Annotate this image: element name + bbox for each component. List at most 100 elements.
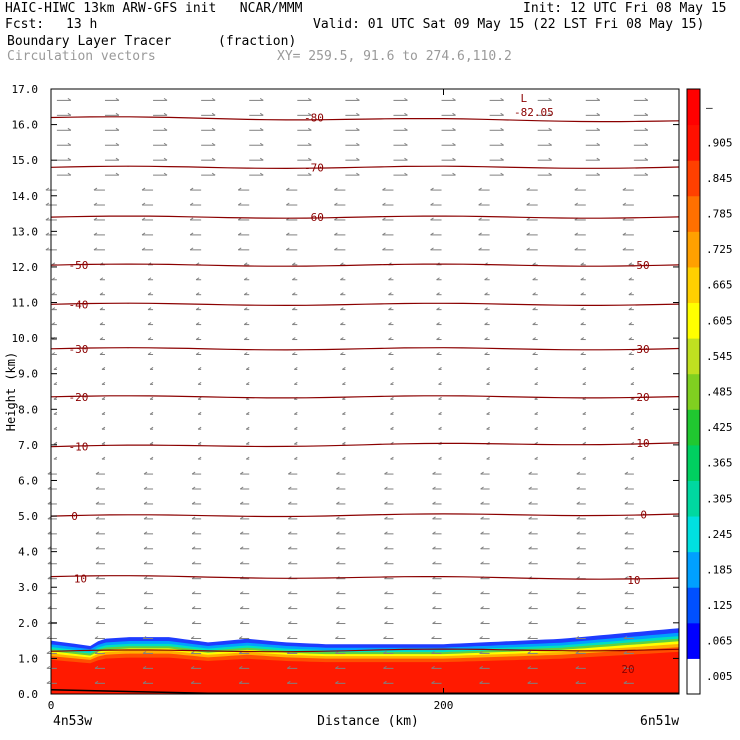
header-valid: Valid: 01 UTC Sat 09 May 15 (22 LST Fri … [313,17,705,32]
vector-arrow-head [46,651,51,654]
vector-arrow-head [101,367,106,370]
vector-arrow-head [286,202,290,206]
header-fcst-label: Fcst: [5,17,45,32]
vector-arrow-head [484,307,488,311]
vector-arrow-head [239,501,244,505]
contour-label: -60 [304,211,324,224]
vector-arrow-head [548,157,552,161]
colorbar-label: .065 [706,635,733,648]
vector-arrow-head [628,292,633,296]
vector-arrow-head [51,262,56,266]
vector-arrow-head [238,636,243,639]
vector-arrow-head [94,680,99,684]
colorbar-label: .785 [706,208,733,221]
vector-arrow-head [630,411,635,415]
vector-arrow-head [149,367,154,370]
vector-arrow-head [574,187,579,191]
vector-arrow-head [528,516,532,520]
contour-label: -20 [630,391,650,404]
vector-arrow-head [51,352,56,355]
vector-arrow-head [576,516,581,520]
vector-arrow-head [452,172,456,176]
vector-arrow-head [340,322,344,326]
vector-arrow-head [500,157,504,161]
y-tick-label: 13.0 [12,225,39,238]
vector-arrow-head [163,127,168,131]
vector-arrow-head [239,621,244,624]
vector-arrow-head [596,157,601,161]
vector-arrow-head [548,112,552,116]
vector-arrow-head [51,277,56,281]
vector-arrow-head [480,486,484,490]
x-axis-label: Distance (km) [317,714,419,729]
vector-arrow-head [528,546,532,550]
vector-arrow-head [47,516,52,520]
vector-arrow-head [630,381,635,385]
vector-arrow-head [388,277,392,281]
vector-arrow-head [532,337,536,340]
colorbar-swatch [687,266,700,304]
vector-arrow-head [195,277,200,281]
vector-arrow-head [356,172,360,176]
vector-arrow-head [211,142,216,146]
vector-arrow-head [390,426,394,430]
vector-arrow-head [243,277,248,281]
y-tick-label: 4.0 [18,546,38,559]
vector-arrow-head [189,217,194,221]
vector-arrow-head [238,665,243,669]
vector-arrow-head [340,337,344,340]
vector-arrow-head [480,591,484,595]
vector-arrow-head [147,307,152,311]
vector-arrow-head [53,426,58,430]
vector-arrow-head [404,127,408,131]
vector-arrow-head [340,262,344,266]
vector-arrow-head [288,501,292,505]
colorbar-label: .485 [706,386,733,399]
vector-arrow-head [95,606,100,610]
vector-arrow-head [308,112,312,116]
vector-arrow-head [142,636,147,639]
vector-arrow-head [624,486,629,490]
colorbar-frame [686,88,701,695]
vector-arrow-head [287,680,291,684]
vector-arrow-head [404,157,408,161]
contour-label: -80 [304,111,324,124]
vector-arrow-head [189,232,194,236]
vector-arrow-head [99,292,104,296]
header-init: Init: 12 UTC Fri 08 May 15 [523,1,727,16]
vector-arrow-head [336,471,340,475]
x-tick-label: 0 [48,699,55,712]
vector-arrow-head [432,516,436,520]
vector-arrow-head [142,651,147,654]
vector-arrow-head [101,381,106,385]
vector-arrow-head [478,217,482,221]
vector-arrow-head [432,591,436,595]
vector-arrow-head [582,367,587,370]
vector-arrow-head [101,441,106,445]
vector-arrow-head [47,606,52,610]
vector-arrow-head [384,531,388,535]
vector-arrow-head [388,352,392,355]
colorbar-swatch [687,587,700,624]
vector-arrow-head [404,142,408,146]
vector-arrow-head [431,636,435,639]
vector-arrow-head [484,337,488,340]
vector-arrow-head [239,516,244,520]
vector-arrow-head [149,441,154,445]
vector-arrow-head [532,262,536,266]
y-tick-label: 12.0 [12,261,39,274]
vector-arrow-head [292,262,296,266]
vector-arrow-head [580,277,585,281]
vector-arrow-head [147,292,152,296]
vector-arrow-head [286,247,290,251]
vector-arrow-head [99,277,104,281]
terrain-line [50,688,679,695]
vector-arrow-head [211,112,216,116]
colorbar-label: .425 [706,421,733,434]
vector-arrow-head [143,501,148,505]
y-tick-label: 9.0 [18,368,38,381]
vector-arrow-head [479,680,483,684]
contour-label: 10 [627,574,640,587]
colorbar-swatch [687,444,700,481]
